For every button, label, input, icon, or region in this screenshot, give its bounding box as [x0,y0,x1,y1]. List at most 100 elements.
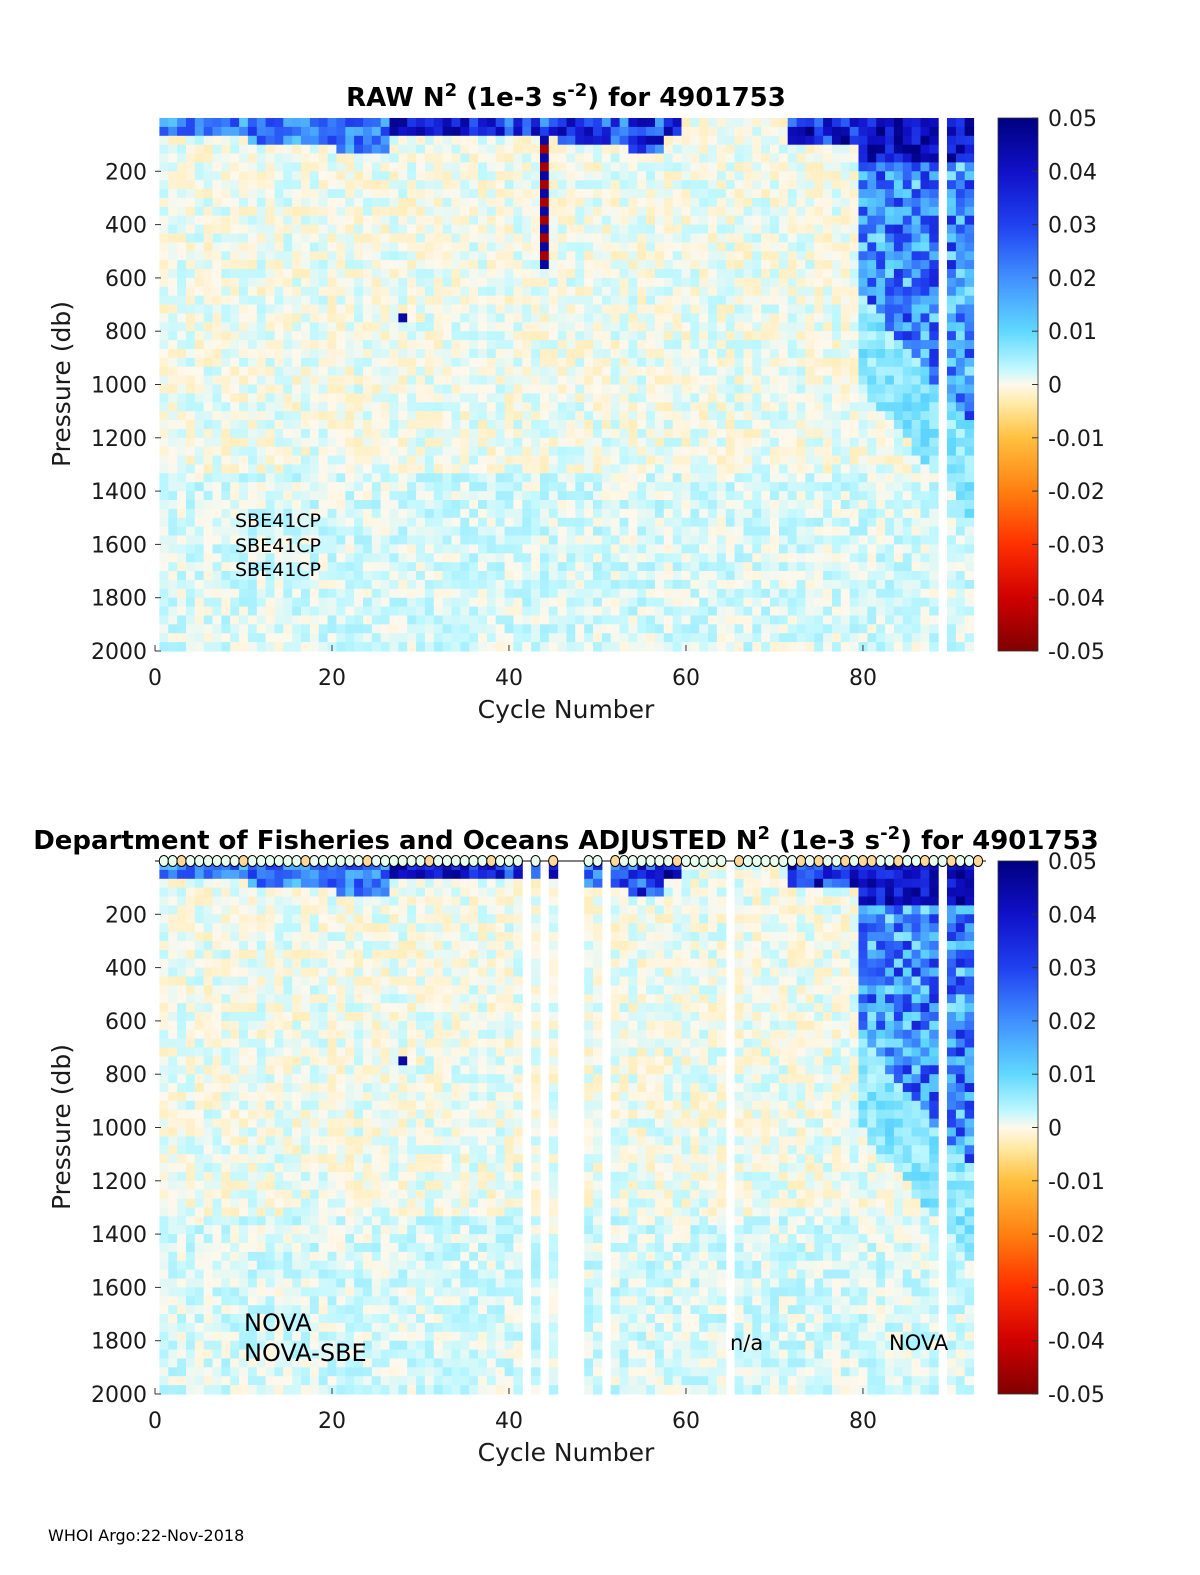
heatmap-cell [814,349,824,359]
heatmap-cell [504,562,514,572]
heatmap-cell [363,260,373,270]
heatmap-cell [239,197,249,208]
heatmap-cell [637,118,647,128]
heatmap-cell [495,233,506,243]
heatmap-cell [433,135,444,146]
heatmap-cell [584,393,594,403]
heatmap-cell [451,624,461,634]
heatmap-cell [265,197,275,208]
heatmap-cell [858,553,868,563]
heatmap-cell [513,500,523,510]
heatmap-cell [451,153,461,163]
heatmap-cell [495,588,506,599]
heatmap-cell [212,491,222,501]
heatmap-cell [309,597,320,608]
heatmap-cell [876,579,886,590]
heatmap-cell [867,544,877,554]
heatmap-cell [531,517,541,528]
heatmap-cell [345,144,355,155]
heatmap-cell [371,357,382,368]
heatmap-cell [814,144,824,155]
heatmap-cell [778,508,789,519]
heatmap-cell [256,597,267,608]
heatmap-cell [557,340,568,350]
heatmap-cell [442,331,452,341]
heatmap-cell [663,322,674,332]
heatmap-cell [637,562,647,572]
heatmap-cell [778,313,789,323]
heatmap-cell [840,118,851,128]
heatmap-cell [309,349,320,359]
heatmap-cell [309,624,320,634]
heatmap-cell [832,349,842,359]
heatmap-cell [159,544,169,554]
heatmap-cell [486,304,497,314]
heatmap-cell [203,553,214,563]
heatmap-cell [761,286,771,297]
heatmap-cell [309,384,320,394]
heatmap-cell [247,517,258,528]
heatmap-cell [194,384,205,394]
heatmap-cell [239,508,249,519]
heatmap-cell [504,197,514,208]
heatmap-cell [274,126,284,137]
heatmap-cell [239,624,249,634]
heatmap-cell [309,642,320,652]
heatmap-cell [407,162,417,172]
heatmap-cell [566,464,576,474]
heatmap-cell [796,135,806,146]
heatmap-cell [345,642,355,652]
heatmap-cell [486,500,497,510]
heatmap-cell [840,588,851,599]
heatmap-cell [601,526,612,537]
heatmap-cell [345,197,355,208]
heatmap-cell [416,171,426,181]
heatmap-cell [239,384,249,394]
heatmap-cell [531,535,541,545]
heatmap-cell [336,126,346,137]
heatmap-cell [655,144,665,155]
heatmap-cell [601,322,612,332]
heatmap-cell [168,162,178,172]
heatmap-cell [858,126,868,137]
heatmap-cell [716,428,727,439]
heatmap-cell [168,455,178,466]
heatmap-cell [212,473,222,483]
heatmap-cell [619,544,629,554]
heatmap-cell [345,286,355,297]
heatmap-cell [601,455,612,466]
heatmap-cell [849,331,860,341]
heatmap-cell [398,500,408,510]
heatmap-cell [469,180,479,190]
heatmap-cell [398,411,408,421]
heatmap-cell [566,331,576,341]
heatmap-cell [416,206,426,217]
heatmap-cell [309,224,320,235]
heatmap-cell [663,473,674,483]
heatmap-cell [832,357,842,368]
heatmap-cell [734,144,744,155]
heatmap-cell [522,428,532,439]
heatmap-cell [708,482,718,492]
heatmap-cell [796,535,806,545]
heatmap-cell [256,420,267,430]
heatmap-cell [610,242,621,252]
heatmap-cell [610,455,621,466]
heatmap-cell [840,286,851,297]
heatmap-cell [486,597,497,608]
heatmap-cell [893,153,904,163]
heatmap-cell [345,633,355,643]
heatmap-cell [778,437,789,448]
heatmap-cell [858,251,868,261]
heatmap-cell [814,375,824,386]
heatmap-cell [637,428,647,439]
heatmap-cell [681,304,691,314]
heatmap-cell [716,153,727,163]
heatmap-cell [823,313,833,323]
heatmap-cell [885,526,895,537]
heatmap-cell [743,144,753,155]
heatmap-cell [451,375,461,386]
heatmap-cell [566,162,576,172]
heatmap-cell [389,242,399,252]
heatmap-cell [628,215,638,226]
